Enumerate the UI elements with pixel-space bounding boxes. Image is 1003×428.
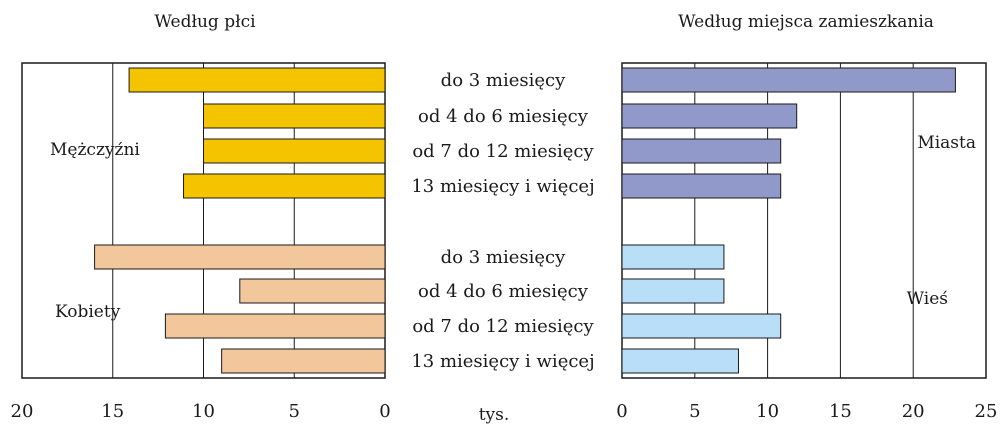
bar-left-s1-c3 (221, 348, 386, 374)
bars-by-residence (621, 67, 956, 374)
tick-label-left-15: 15 (101, 401, 124, 422)
bar-left-s0-c1 (203, 103, 386, 129)
category-label-g1-c0: do 3 miesięcy (441, 247, 566, 268)
series-label-village: Wieś (907, 289, 948, 309)
bar-right-s0-c1 (621, 103, 798, 129)
category-label-g0-c2: od 7 do 12 miesięcy (412, 141, 594, 162)
tick-label-right-5: 5 (689, 401, 700, 422)
tick-label-left-10: 10 (192, 401, 215, 422)
bar-right-s1-c3 (621, 348, 739, 374)
tick-label-right-25: 25 (975, 401, 998, 422)
category-label-g0-c1: od 4 do 6 miesięcy (418, 106, 589, 127)
bar-left-s0-c2 (203, 138, 386, 164)
series-label-cities: Miasta (917, 133, 976, 153)
plot-area-by-sex: 20 15 10 5 0 Mężczyźni Kobiety (11, 62, 391, 422)
bar-left-s1-c2 (164, 313, 386, 339)
series-label-women: Kobiety (55, 302, 121, 322)
tick-label-right-20: 20 (902, 401, 925, 422)
unit-label: tys. (479, 405, 510, 425)
chart-title-by-residence: Według miejsca zamieszkania (678, 12, 934, 32)
tick-label-left-0: 0 (379, 401, 390, 422)
bar-left-s1-c0 (94, 244, 386, 270)
bar-right-s0-c2 (621, 138, 782, 164)
category-labels: do 3 miesięcy od 4 do 6 miesięcy od 7 do 1… (411, 70, 594, 372)
x-axis-ticks-left: 20 15 10 5 0 (11, 401, 391, 422)
tick-label-right-15: 15 (829, 401, 852, 422)
bar-right-s1-c2 (621, 313, 782, 339)
category-label-g1-c2: od 7 do 12 miesięcy (412, 316, 594, 337)
bars-by-sex (94, 67, 386, 374)
category-label-g0-c0: do 3 miesięcy (441, 70, 566, 91)
chart-title-by-sex: Według płci (154, 12, 256, 32)
category-label-g1-c3: 13 miesięcy i więcej (411, 351, 594, 372)
x-axis-ticks-right: 0 5 10 15 20 25 (616, 401, 997, 422)
tick-label-left-20: 20 (11, 401, 34, 422)
category-label-g1-c1: od 4 do 6 miesięcy (418, 281, 589, 302)
bar-right-s0-c3 (621, 173, 782, 199)
tick-label-right-0: 0 (616, 401, 627, 422)
tick-label-right-10: 10 (756, 401, 779, 422)
category-label-g0-c3: 13 miesięcy i więcej (411, 176, 594, 197)
bar-left-s0-c0 (128, 67, 386, 93)
plot-area-by-residence: 0 5 10 15 20 25 Miasta Wieś (616, 62, 997, 422)
series-label-men: Mężczyźni (50, 140, 140, 160)
tick-label-left-5: 5 (289, 401, 300, 422)
bar-right-s1-c0 (621, 244, 725, 270)
bar-left-s0-c3 (183, 173, 386, 199)
bar-left-s1-c1 (239, 278, 386, 304)
bar-right-s1-c1 (621, 278, 725, 304)
bar-right-s0-c0 (621, 67, 956, 93)
